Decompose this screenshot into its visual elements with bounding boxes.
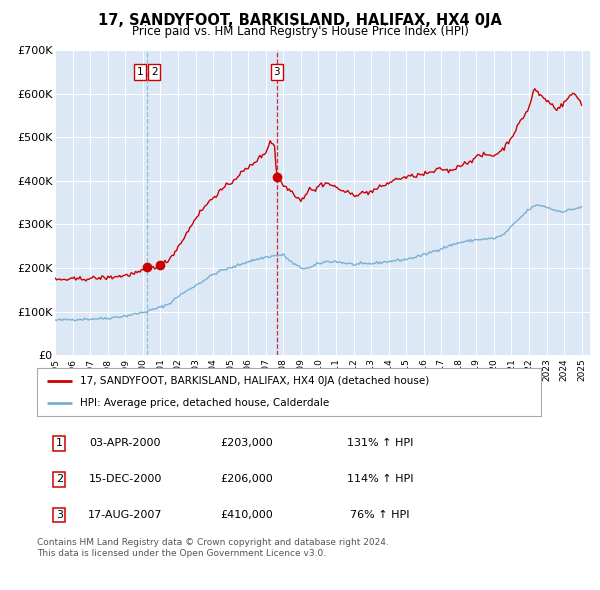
- Text: 2: 2: [56, 474, 63, 484]
- Text: 1: 1: [56, 438, 63, 448]
- Text: Contains HM Land Registry data © Crown copyright and database right 2024.: Contains HM Land Registry data © Crown c…: [37, 538, 389, 547]
- Text: £206,000: £206,000: [220, 474, 273, 484]
- Text: £203,000: £203,000: [220, 438, 273, 448]
- Text: 03-APR-2000: 03-APR-2000: [89, 438, 161, 448]
- Text: £410,000: £410,000: [220, 510, 273, 520]
- Text: 15-DEC-2000: 15-DEC-2000: [89, 474, 162, 484]
- Text: 17, SANDYFOOT, BARKISLAND, HALIFAX, HX4 0JA (detached house): 17, SANDYFOOT, BARKISLAND, HALIFAX, HX4 …: [80, 376, 429, 386]
- Text: Price paid vs. HM Land Registry's House Price Index (HPI): Price paid vs. HM Land Registry's House …: [131, 25, 469, 38]
- Text: 3: 3: [56, 510, 63, 520]
- Text: 76% ↑ HPI: 76% ↑ HPI: [350, 510, 410, 520]
- Text: This data is licensed under the Open Government Licence v3.0.: This data is licensed under the Open Gov…: [37, 549, 326, 558]
- Text: 17-AUG-2007: 17-AUG-2007: [88, 510, 163, 520]
- Text: 2: 2: [151, 67, 158, 77]
- Text: 3: 3: [274, 67, 280, 77]
- Text: 131% ↑ HPI: 131% ↑ HPI: [347, 438, 413, 448]
- Text: 17, SANDYFOOT, BARKISLAND, HALIFAX, HX4 0JA: 17, SANDYFOOT, BARKISLAND, HALIFAX, HX4 …: [98, 13, 502, 28]
- Text: 1: 1: [137, 67, 143, 77]
- Text: HPI: Average price, detached house, Calderdale: HPI: Average price, detached house, Cald…: [80, 398, 329, 408]
- Text: 114% ↑ HPI: 114% ↑ HPI: [347, 474, 413, 484]
